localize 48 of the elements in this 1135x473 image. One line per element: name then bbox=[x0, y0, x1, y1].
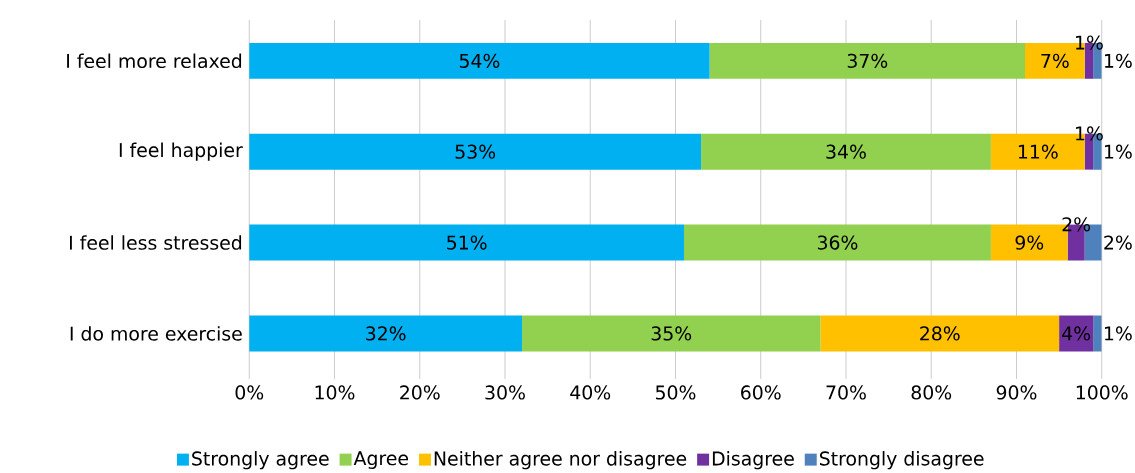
x-tick-label: 70% bbox=[826, 385, 866, 400]
data-label: 2% bbox=[1104, 235, 1132, 250]
legend-label: Agree bbox=[353, 451, 409, 470]
data-label: 53% bbox=[455, 144, 496, 160]
x-tick-label: 30% bbox=[485, 385, 525, 400]
bar bbox=[522, 315, 821, 352]
bar bbox=[249, 315, 523, 352]
legend-label: Disagree bbox=[712, 451, 794, 470]
y-tick-label: I do more exercise bbox=[70, 326, 242, 341]
data-label: 32% bbox=[366, 326, 406, 341]
data-label: 1% bbox=[1105, 144, 1132, 160]
x-tick-label: 80% bbox=[911, 385, 952, 400]
data-label: 51% bbox=[447, 235, 487, 250]
data-label: 36% bbox=[817, 235, 858, 250]
data-label: 4% bbox=[1062, 326, 1091, 341]
legend-label: Strongly agree bbox=[192, 451, 329, 470]
y-tick-label: I feel more relaxed bbox=[67, 53, 242, 69]
data-label: 1% bbox=[1105, 53, 1132, 69]
bar bbox=[1093, 315, 1102, 352]
bar bbox=[249, 224, 685, 261]
data-label: 9% bbox=[1015, 235, 1044, 250]
y-tick-label: I feel happier bbox=[119, 142, 243, 162]
x-tick-label: 90% bbox=[996, 385, 1037, 400]
data-label: 54% bbox=[459, 53, 500, 69]
x-tick-label: 50% bbox=[655, 385, 696, 400]
legend-label: Neither agree nor disagree bbox=[434, 451, 687, 470]
data-label: 7% bbox=[1041, 53, 1069, 69]
x-tick-label: 10% bbox=[315, 385, 355, 400]
x-tick-label: 0% bbox=[235, 385, 264, 400]
bar bbox=[820, 315, 1060, 352]
x-tick-label: 20% bbox=[400, 385, 440, 400]
y-tick-label: I feel less stressed bbox=[69, 235, 242, 251]
bar bbox=[249, 43, 710, 79]
bar bbox=[1059, 315, 1094, 352]
data-label: 28% bbox=[920, 326, 960, 341]
legend-label: Strongly disagree bbox=[819, 451, 984, 470]
data-label: 1% bbox=[1105, 326, 1132, 341]
bar bbox=[249, 133, 702, 170]
x-tick-label: 100% bbox=[1076, 385, 1128, 400]
x-tick-label: 40% bbox=[570, 385, 611, 400]
data-label: 34% bbox=[826, 144, 866, 160]
data-label: 37% bbox=[847, 53, 888, 69]
bar bbox=[709, 43, 1026, 79]
data-label: 11% bbox=[1018, 144, 1058, 160]
x-tick-label: 60% bbox=[741, 385, 781, 400]
data-label: 35% bbox=[651, 326, 692, 341]
bar bbox=[701, 133, 991, 170]
bar bbox=[684, 224, 991, 261]
